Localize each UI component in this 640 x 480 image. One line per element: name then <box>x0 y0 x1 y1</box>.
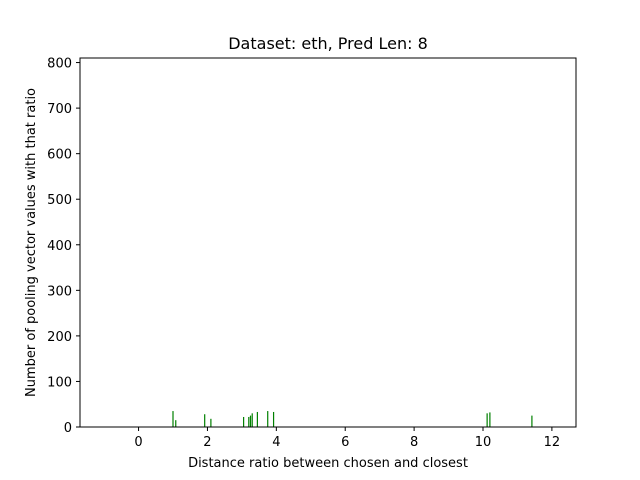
y-tick-label: 0 <box>64 421 72 436</box>
x-tick-label: 4 <box>272 435 280 450</box>
x-tick-label: 2 <box>203 435 211 450</box>
y-tick-label: 700 <box>47 102 72 117</box>
bar <box>267 411 269 427</box>
y-axis-ticks: 0 100 200 300 400 500 600 700 800 <box>47 57 80 436</box>
bar <box>248 416 250 427</box>
x-tick-label: 10 <box>475 435 492 450</box>
bars-group <box>172 411 533 427</box>
y-tick-label: 800 <box>47 57 72 72</box>
y-axis-label: Number of pooling vector values with tha… <box>24 88 39 397</box>
chart-title: Dataset: eth, Pred Len: 8 <box>228 34 428 53</box>
plot-frame <box>79 57 577 428</box>
bar <box>210 418 212 427</box>
x-tick-label: 8 <box>410 435 418 450</box>
bar <box>272 411 275 427</box>
bar <box>249 415 252 427</box>
y-tick-label: 100 <box>47 375 72 390</box>
y-tick-label: 200 <box>47 330 72 345</box>
x-axis-ticks: 0 2 4 6 8 10 12 <box>134 427 560 450</box>
bar <box>175 420 177 427</box>
bar <box>531 415 533 427</box>
y-tick-label: 400 <box>47 239 72 254</box>
x-tick-label: 12 <box>544 435 561 450</box>
bar <box>486 413 488 427</box>
bar <box>489 412 491 427</box>
y-tick-label: 600 <box>47 148 72 163</box>
bar <box>172 411 174 427</box>
bar <box>243 416 245 427</box>
y-tick-label: 300 <box>47 284 72 299</box>
bar <box>204 414 206 427</box>
x-tick-label: 6 <box>341 435 349 450</box>
y-tick-label: 500 <box>47 193 72 208</box>
bar <box>256 411 258 427</box>
x-tick-label: 0 <box>134 435 142 450</box>
x-axis-label: Distance ratio between chosen and closes… <box>188 456 468 471</box>
bar <box>251 413 253 427</box>
